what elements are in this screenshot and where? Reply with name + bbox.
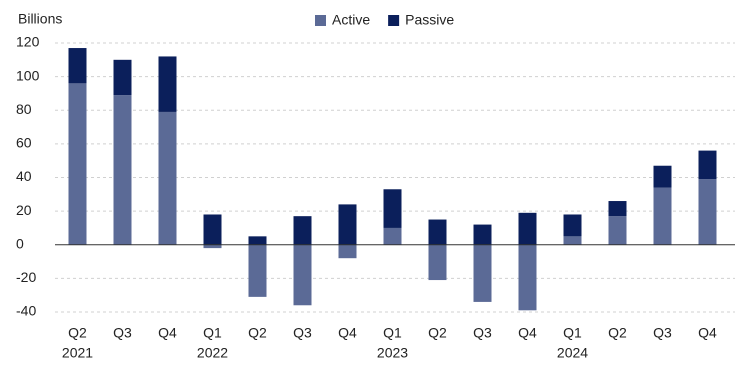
x-tick-label: Q3	[653, 325, 672, 341]
y-tick-label: 100	[16, 67, 40, 83]
bar	[113, 59, 132, 96]
legend-swatch	[388, 15, 400, 26]
bar	[473, 244, 492, 302]
bar	[158, 56, 177, 112]
bar	[248, 236, 267, 245]
bar	[248, 244, 267, 297]
bar	[653, 165, 672, 188]
y-tick-label: 60	[16, 135, 32, 151]
bar	[68, 48, 87, 84]
y-axis-label: Billions	[18, 11, 62, 27]
y-tick-label: 20	[16, 202, 32, 218]
x-tick-label: Q1	[203, 325, 222, 341]
bar	[698, 150, 717, 180]
x-tick-label: Q4	[158, 325, 177, 341]
x-tick-year: 2024	[557, 345, 588, 361]
bar	[293, 244, 312, 306]
bar	[383, 227, 402, 245]
bar	[563, 214, 582, 237]
bar	[203, 214, 222, 245]
bar	[293, 216, 312, 245]
bar	[473, 224, 492, 245]
x-tick-label: Q1	[563, 325, 582, 341]
x-tick-label: Q2	[68, 325, 87, 341]
y-tick-label: -20	[16, 269, 36, 285]
bar	[608, 201, 627, 217]
bar	[203, 244, 222, 249]
x-tick-label: Q2	[428, 325, 447, 341]
bar	[158, 111, 177, 245]
bar	[338, 244, 357, 259]
y-tick-label: 0	[16, 235, 24, 251]
y-tick-label: -40	[16, 303, 36, 319]
x-tick-year: 2021	[62, 345, 93, 361]
x-tick-label: Q4	[518, 325, 537, 341]
bar	[113, 95, 132, 245]
bar	[608, 216, 627, 245]
legend-label: Active	[332, 12, 370, 28]
x-tick-label: Q4	[698, 325, 717, 341]
y-tick-label: 80	[16, 101, 32, 117]
x-tick-label: Q2	[608, 325, 627, 341]
bar	[338, 204, 357, 245]
y-tick-label: 120	[16, 34, 40, 50]
bar	[563, 236, 582, 245]
legend-swatch	[315, 15, 326, 26]
y-tick-label: 40	[16, 168, 32, 184]
bar	[428, 219, 447, 245]
x-tick-label: Q3	[473, 325, 492, 341]
bar	[383, 189, 402, 228]
x-tick-label: Q4	[338, 325, 357, 341]
bar	[518, 244, 537, 311]
bar	[428, 244, 447, 281]
bar	[698, 179, 717, 245]
x-tick-year: 2023	[377, 345, 408, 361]
bar	[68, 83, 87, 245]
x-tick-label: Q3	[113, 325, 132, 341]
x-tick-label: Q1	[383, 325, 402, 341]
x-tick-label: Q2	[248, 325, 267, 341]
bar	[653, 187, 672, 245]
legend-label: Passive	[405, 12, 454, 28]
x-tick-year: 2022	[197, 345, 228, 361]
bar	[518, 212, 537, 245]
x-tick-label: Q3	[293, 325, 312, 341]
